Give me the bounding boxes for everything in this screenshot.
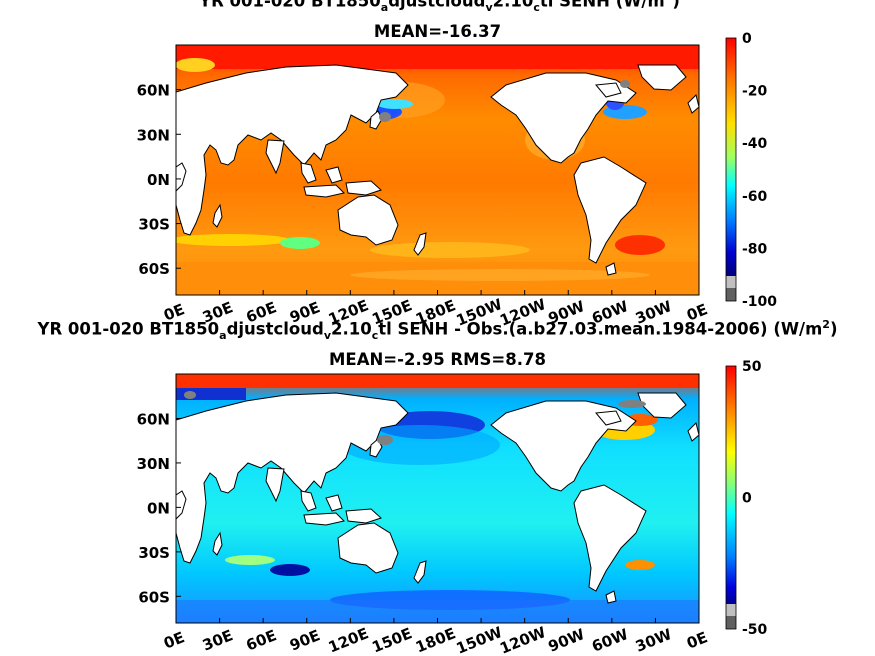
colorbar1-gradient — [726, 38, 736, 276]
map1-x-tick-label: 60E — [243, 298, 279, 326]
colorbar2-tick-label: 0 — [742, 491, 752, 507]
map2-x-tick-label: 120E — [326, 624, 371, 656]
map1-x-tick-label: 30W — [633, 297, 675, 328]
map1-y-tick-label: 60N — [137, 82, 170, 100]
map1-x-tick-label: 180E — [413, 296, 458, 328]
map2-y-tick-label: 60S — [138, 588, 170, 606]
map2-y-tick-label: 60N — [137, 410, 170, 428]
map2-x-tick-label: 60W — [589, 625, 631, 656]
colorbar1-tick-label: 0 — [742, 31, 752, 47]
map2-title: YR 001-020 BT1850adjustcloudv2.10ctl SEN… — [37, 318, 838, 342]
map2-plot — [175, 373, 700, 624]
map1-subtitle: MEAN=-16.37 — [373, 22, 502, 41]
colorbar1-tick-label: -20 — [742, 84, 768, 100]
colorbar1-tick-label: -100 — [742, 294, 777, 310]
map2-x-tick-label: 30W — [633, 625, 675, 656]
map1-x-tick-label: 90W — [546, 297, 588, 328]
map2-subtitle: MEAN=-2.95 RMS=8.78 — [329, 350, 546, 369]
map1-y-tick-label: 30N — [137, 126, 170, 144]
map1-x-tick-label: 0E — [684, 300, 710, 324]
colorbar1-tick-label: -80 — [742, 241, 768, 257]
map2-y-tick-label: 30N — [137, 455, 170, 473]
colorbar2-tick-label: 50 — [742, 359, 762, 375]
map2-x-tick-label: 60E — [243, 626, 279, 654]
map2-x-tick-label: 150W — [454, 623, 506, 656]
map1-features — [176, 45, 699, 295]
map1-x-tick-label: 60W — [589, 297, 631, 328]
map1-x-tick-label: 0E — [161, 300, 187, 324]
colorbar2-gradient — [726, 366, 736, 604]
map1-x-tick-label: 120E — [326, 296, 371, 328]
map2-x-tick-label: 0E — [684, 628, 710, 652]
map1-x-tick-label: 120W — [497, 295, 549, 330]
map1-plot — [175, 44, 700, 296]
map2-x-tick-label: 180E — [413, 624, 458, 656]
colorbar2-tick-label: -50 — [742, 622, 768, 638]
map1-y-tick-label: 0N — [147, 171, 170, 189]
map1-x-tick-label: 30E — [200, 298, 236, 326]
colorbar1-tick-label: -40 — [742, 136, 768, 152]
map1-y-tick-label: 30S — [138, 216, 170, 234]
map2-y-tick-label: 0N — [147, 499, 170, 517]
map2-features — [176, 374, 699, 623]
map1-x-tick-label: 90E — [287, 298, 323, 326]
map2-x-tick-label: 150E — [369, 624, 414, 656]
map1-x-tick-label: 150E — [369, 296, 414, 328]
map2-x-tick-label: 30E — [200, 626, 236, 654]
colorbar2 — [725, 365, 737, 630]
map1-title: YR 001-020 BT1850adjustcloudv2.10ctl SEN… — [199, 0, 680, 14]
map2-x-tick-label: 0E — [161, 628, 187, 652]
map1-y-tick-label: 60S — [138, 260, 170, 278]
colorbar1-tick-label: -60 — [742, 189, 768, 205]
map2-x-tick-label: 90W — [546, 625, 588, 656]
map2-x-tick-label: 120W — [497, 623, 549, 656]
colorbar1 — [725, 37, 737, 302]
map2-y-tick-label: 30S — [138, 544, 170, 562]
map2-x-tick-label: 90E — [287, 626, 323, 654]
